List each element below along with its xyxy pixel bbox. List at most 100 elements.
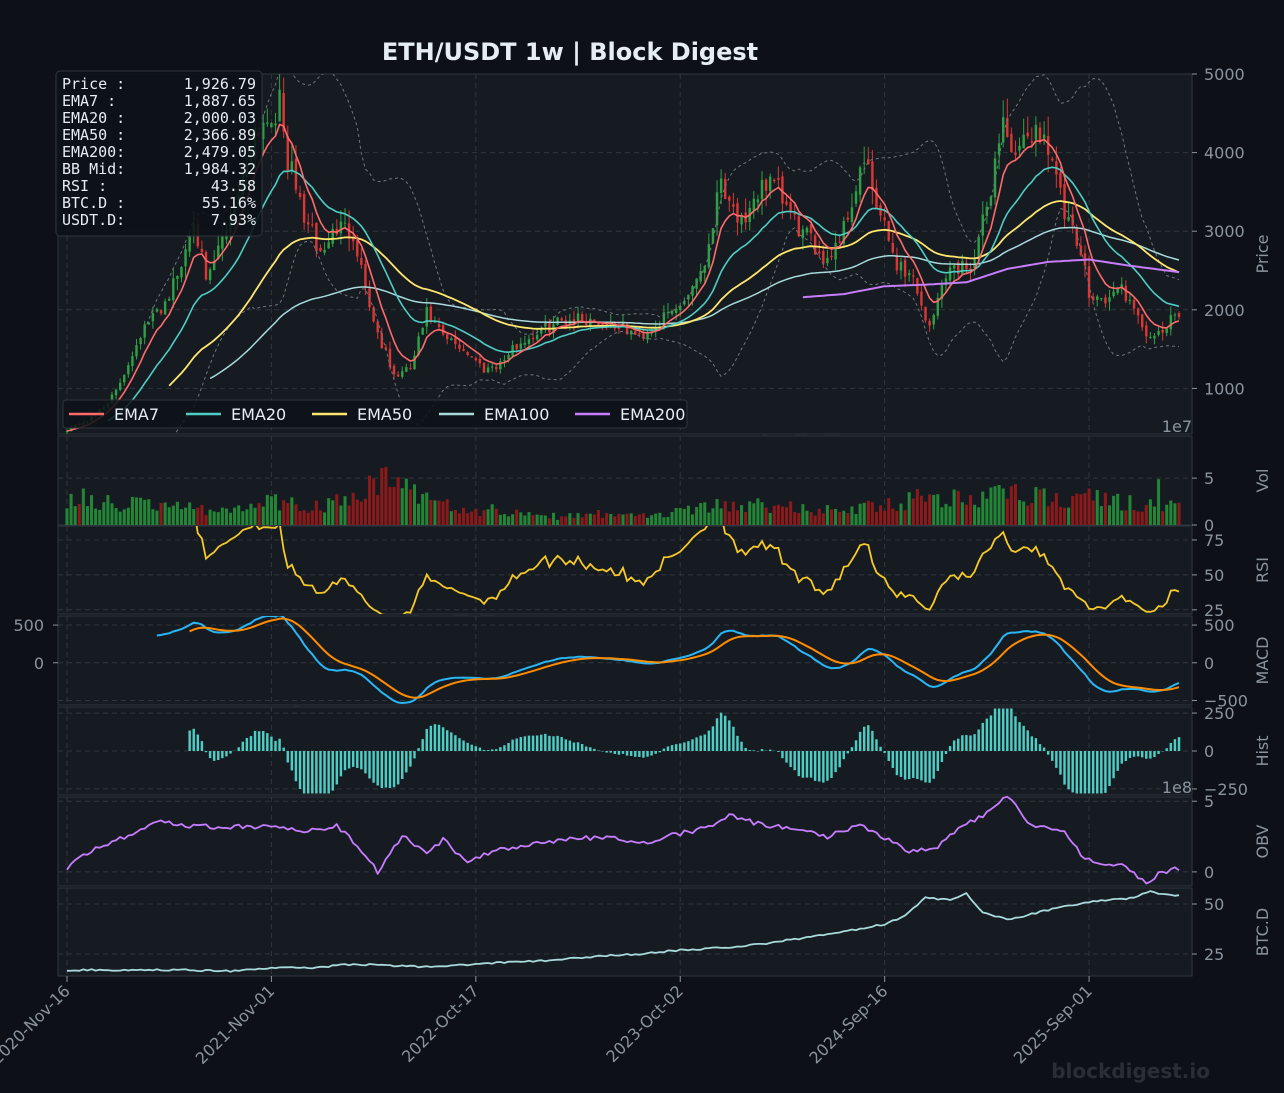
candle-body — [1173, 314, 1177, 316]
panel-btcd — [57, 887, 1193, 977]
candle-body — [818, 251, 821, 254]
candle-body — [364, 263, 367, 288]
hist-bar — [789, 751, 792, 767]
hist-bar — [580, 743, 584, 751]
ylabel-btcd: BTC.D — [1253, 908, 1272, 956]
ytick-label-hist: 250 — [1204, 704, 1235, 723]
candle-body — [417, 336, 420, 355]
hist-bar — [838, 751, 841, 768]
volume-bar — [147, 499, 151, 525]
ema50-line — [168, 200, 1180, 387]
volume-bar — [298, 510, 302, 525]
volume-bar — [400, 488, 404, 525]
volume-bar — [494, 508, 498, 525]
info-label: EMA7 : — [62, 92, 116, 110]
volume-bar — [711, 508, 715, 525]
volume-bar — [449, 511, 453, 525]
candle-body — [327, 242, 330, 249]
candle-body — [1120, 284, 1123, 289]
volume-bar — [735, 510, 739, 525]
volume-bar — [813, 515, 817, 525]
hist-bar — [351, 751, 355, 767]
candle-body — [871, 161, 874, 191]
volume-bar — [490, 504, 494, 525]
hist-bar — [339, 751, 343, 777]
volume-bar — [1067, 507, 1071, 525]
candle-body — [822, 250, 825, 264]
volume-bar — [1075, 493, 1079, 525]
hist-bar — [396, 751, 400, 785]
hist-bar — [1001, 708, 1005, 751]
candle-body — [777, 177, 780, 180]
candle-body — [1075, 227, 1079, 246]
candle-body — [764, 179, 768, 191]
candle-body — [118, 382, 122, 390]
volume-bar — [564, 516, 568, 525]
candle-body — [1100, 298, 1103, 300]
ema200-line — [802, 258, 1180, 299]
volume-bar — [740, 505, 744, 525]
legend-frame — [62, 399, 688, 429]
candle-body — [1087, 266, 1091, 298]
candle-body — [862, 162, 866, 164]
candle-body — [172, 278, 175, 301]
hist-bar — [850, 747, 854, 751]
hist-bar — [715, 718, 719, 751]
hist-bar — [728, 720, 731, 751]
hist-bar — [957, 738, 960, 751]
ytick-label-macd: 0 — [1204, 654, 1214, 673]
info-value: 55.16% — [202, 194, 256, 212]
hist-bar — [568, 740, 572, 751]
volume-bar — [118, 511, 122, 525]
volume-bar — [858, 503, 862, 525]
hist-bar — [1014, 716, 1017, 751]
hist-bar — [683, 742, 686, 751]
candle-body — [163, 301, 167, 315]
hist-bar — [822, 751, 825, 783]
candle-body — [515, 344, 518, 350]
candle-body — [1026, 132, 1029, 137]
ytick-label-price: 5000 — [1204, 65, 1245, 84]
legend-label: EMA50 — [357, 405, 412, 424]
hist-bar — [862, 726, 866, 751]
volume-bar — [699, 503, 703, 525]
volume-bar — [637, 514, 641, 525]
hist-bar — [723, 715, 727, 751]
volume-bar — [1091, 500, 1095, 525]
candle-body — [380, 333, 384, 349]
volume-bar — [793, 512, 797, 525]
volume-bar — [924, 501, 928, 525]
candle-body — [221, 236, 224, 249]
hist-bar — [282, 747, 285, 751]
btcd-line — [66, 890, 1180, 973]
candle-body — [846, 217, 850, 220]
volume-bar — [895, 510, 899, 525]
panel-rsi — [57, 525, 1193, 615]
candle-body — [1001, 117, 1005, 143]
volume-bar — [290, 497, 294, 525]
candle-body — [188, 235, 191, 252]
candle-body — [572, 319, 576, 324]
candle-body — [409, 368, 412, 370]
hist-bar — [1128, 751, 1132, 759]
ytick-label-hist: −250 — [1204, 780, 1248, 799]
candle-body — [486, 367, 490, 373]
volume-bar — [1087, 488, 1091, 525]
volume-bar — [412, 484, 417, 525]
hist-bar — [1018, 722, 1021, 751]
volume-bar — [466, 513, 470, 525]
volume-bar — [854, 514, 858, 525]
volume-bar — [143, 499, 147, 525]
hist-bar — [969, 735, 972, 751]
hist-bar — [515, 738, 518, 751]
candle-body — [114, 389, 118, 396]
candle-body — [834, 242, 837, 260]
volume-bar — [282, 500, 286, 525]
volume-bar — [470, 511, 474, 525]
candle-body — [356, 240, 359, 257]
legend: EMA7 EMA20 EMA50 EMA100 EMA200 — [62, 399, 688, 429]
volume-bar — [331, 500, 335, 525]
volume-bar — [1169, 500, 1173, 525]
hist-bar — [1140, 751, 1144, 758]
hist-bar — [584, 746, 588, 751]
